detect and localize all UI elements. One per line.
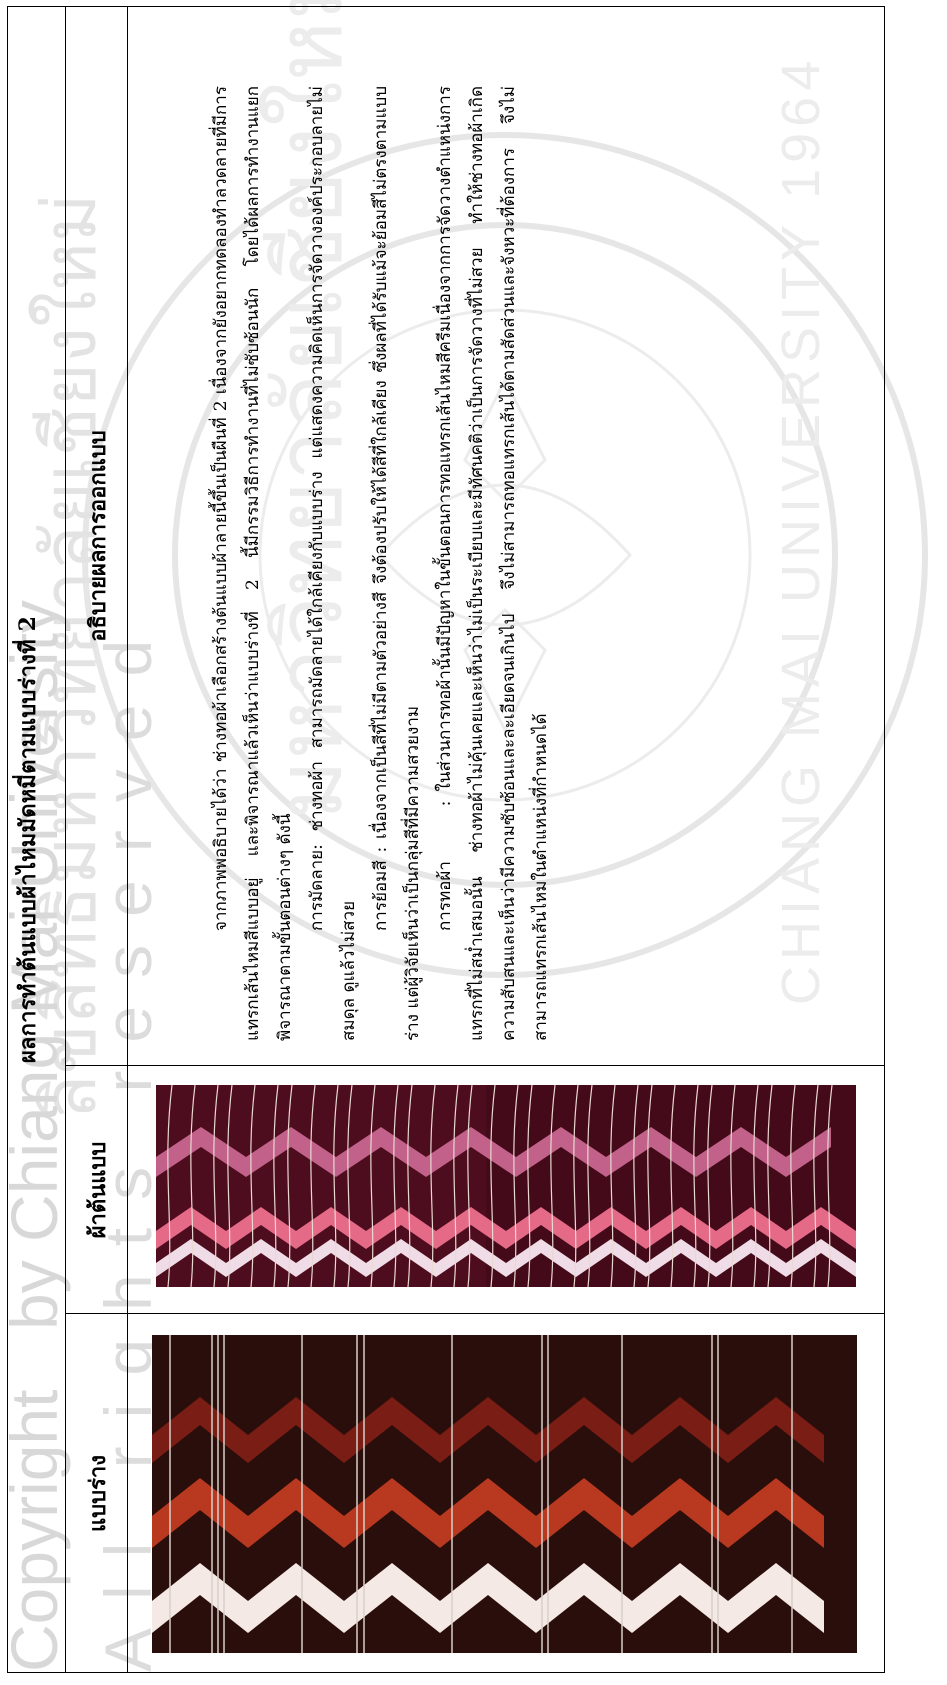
sketch-band-red (152, 1397, 824, 1463)
fabric-prototype-image (156, 1085, 856, 1287)
description-pattern-tying: การมัดลาย: ช่างทอผ้า สามารถมัดลายได้ใกล้… (307, 86, 359, 1041)
fabric-cream-thread (407, 1085, 413, 1287)
fabric-cream-thread (693, 1085, 699, 1287)
fabric-cream-thread (550, 1085, 556, 1287)
fabric-cream-thread (213, 1085, 219, 1287)
title-row-divider (65, 6, 66, 1673)
fabric-cream-thread (827, 1085, 833, 1287)
fabric-cream-thread (453, 1085, 459, 1287)
fabric-cream-thread (190, 1085, 196, 1287)
fabric-cream-thread (790, 1085, 796, 1287)
fabric-cream-thread (573, 1085, 579, 1287)
fabric-cream-thread (333, 1085, 339, 1287)
fabric-cream-thread (287, 1085, 293, 1287)
fabric-cream-thread (167, 1085, 173, 1287)
description-weaving: การทอผ้า : ในส่วนการทอผ้านั้นมีปัญหาในขั… (429, 86, 557, 1041)
fabric-cream-thread (767, 1085, 773, 1287)
fabric-cream-thread (753, 1085, 759, 1287)
column-header-sketch: แบบร่าง (85, 1454, 111, 1533)
sketch-design-image (152, 1335, 857, 1653)
fabric-cream-thread (647, 1085, 653, 1287)
fabric-cream-thread (610, 1085, 616, 1287)
fabric-cream-thread (467, 1085, 473, 1287)
weaving-label: การทอผ้า (435, 861, 455, 931)
fabric-cream-thread (730, 1085, 736, 1287)
fabric-cream-thread (490, 1085, 496, 1287)
fabric-cream-thread (633, 1085, 639, 1287)
fabric-cream-thread (393, 1085, 399, 1287)
fabric-cream-thread (227, 1085, 233, 1287)
column-divider-2 (65, 1065, 885, 1066)
table-title: ผลการทำต้นแบบผ้าไหมมัดหมี่ตามแบบร่างที่ … (15, 615, 41, 1064)
fabric-cream-thread (250, 1085, 256, 1287)
column-divider-1 (65, 1313, 885, 1314)
fabric-cream-thread (273, 1085, 279, 1287)
description-intro: จากภาพพอธิบายได้ว่า ช่างทอผ้าเลือกสร้างต… (211, 86, 295, 1041)
column-header-prototype: ผ้าต้นแบบ (85, 1141, 111, 1239)
fabric-cream-thread (813, 1085, 819, 1287)
sketch-band-white (152, 1563, 824, 1633)
fabric-cream-thread (670, 1085, 676, 1287)
column-header-description: อธิบายผลการออกแบบ (85, 430, 111, 642)
fabric-cream-thread (587, 1085, 593, 1287)
fabric-cream-thread (430, 1085, 436, 1287)
fabric-cream-thread (513, 1085, 519, 1287)
fabric-cream-thread (370, 1085, 376, 1287)
fabric-cream-thread (707, 1085, 713, 1287)
fabric-cream-thread (347, 1085, 353, 1287)
description-dyeing: การย้อมสี : เนื่องจากเป็นสีที่ไม่มีตามตั… (371, 86, 423, 1041)
header-row-divider (127, 6, 128, 1673)
design-result-description: จากภาพพอธิบายได้ว่า ช่างทอผ้าเลือกสร้างต… (205, 86, 557, 1041)
fabric-band-rose (156, 1207, 856, 1249)
fabric-band-pink (156, 1127, 831, 1177)
fabric-cream-thread (310, 1085, 316, 1287)
fabric-cream-thread (527, 1085, 533, 1287)
sketch-band-orange (152, 1478, 824, 1548)
fabric-band-white (156, 1239, 856, 1277)
